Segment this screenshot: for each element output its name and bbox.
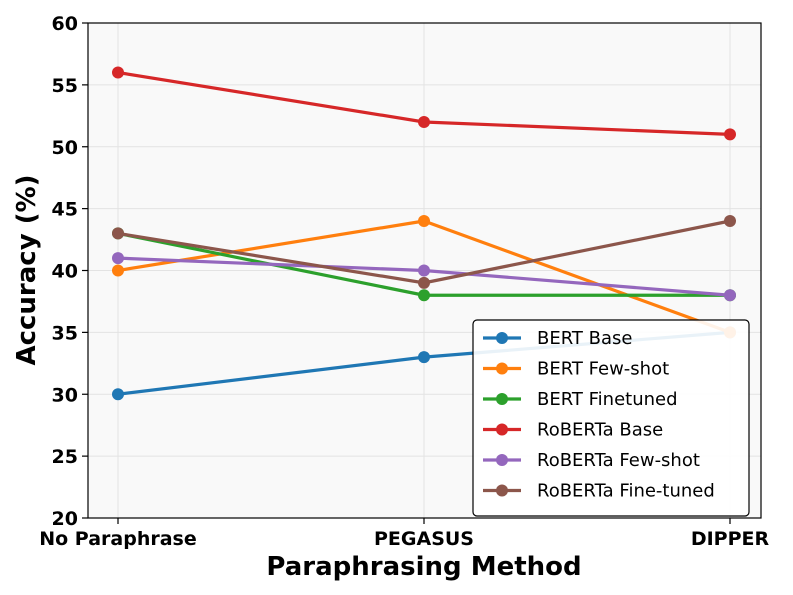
legend: BERT Base BERT Few-shot BERT Finetuned RoBE… — [472, 319, 750, 517]
data-point — [724, 128, 736, 141]
legend-swatch-marker — [496, 393, 508, 405]
x-axis-title: Paraphrasing Method — [266, 552, 581, 582]
legend-label: BERT Base — [537, 328, 632, 349]
data-point — [112, 388, 124, 401]
data-point — [418, 264, 430, 277]
x-tick-label: DIPPER — [691, 528, 770, 550]
y-tick-label: 50 — [52, 137, 78, 159]
data-point — [112, 264, 124, 277]
series-layer — [112, 66, 736, 401]
y-tick-label: 20 — [52, 508, 78, 530]
legend-label: RoBERTa Base — [537, 420, 663, 441]
data-point — [418, 276, 430, 289]
y-tick-label: 55 — [52, 75, 78, 97]
y-tick-label: 30 — [52, 384, 78, 406]
series-roberta-base — [112, 66, 736, 141]
y-tick-label: 25 — [52, 446, 78, 468]
legend-swatch-marker — [496, 454, 508, 466]
legend-item: BERT Finetuned — [483, 389, 678, 410]
series-roberta-few-shot — [112, 252, 736, 302]
axis-ticks: 20 25 30 35 40 45 50 55 60 No Paraphrase PEGASUS DI… — [39, 13, 769, 550]
data-point — [418, 351, 430, 364]
x-tick-label: No Paraphrase — [39, 528, 197, 550]
legend-label: RoBERTa Few-shot — [537, 450, 700, 471]
legend-item: RoBERTa Fine-tuned — [483, 481, 715, 502]
legend-swatch-marker — [496, 484, 508, 497]
legend-box — [472, 319, 750, 517]
legend-label: RoBERTa Fine-tuned — [537, 481, 715, 502]
data-point — [112, 252, 124, 265]
legend-item: RoBERTa Few-shot — [483, 450, 700, 471]
legend-label: BERT Few-shot — [537, 359, 669, 380]
y-tick-label: 45 — [52, 199, 78, 221]
data-point — [112, 227, 124, 240]
data-point — [418, 116, 430, 128]
legend-item: RoBERTa Base — [483, 420, 663, 441]
x-tick-label: PEGASUS — [374, 528, 474, 550]
y-tick-label: 60 — [52, 13, 78, 35]
data-point — [724, 215, 736, 227]
legend-swatch-marker — [496, 332, 508, 344]
y-tick-label: 40 — [52, 261, 78, 283]
y-tick-label: 35 — [52, 322, 78, 344]
legend-label: BERT Finetuned — [537, 389, 678, 410]
legend-item: BERT Base — [483, 328, 632, 349]
y-axis-title: Accuracy (%) — [12, 174, 42, 365]
series-roberta-fine-tuned — [112, 215, 736, 289]
legend-item: BERT Few-shot — [483, 359, 669, 380]
data-point — [418, 289, 430, 302]
legend-swatch-marker — [496, 362, 508, 375]
data-point — [112, 66, 124, 79]
data-point — [418, 215, 430, 227]
data-point — [724, 289, 736, 302]
legend-swatch-marker — [496, 423, 508, 436]
